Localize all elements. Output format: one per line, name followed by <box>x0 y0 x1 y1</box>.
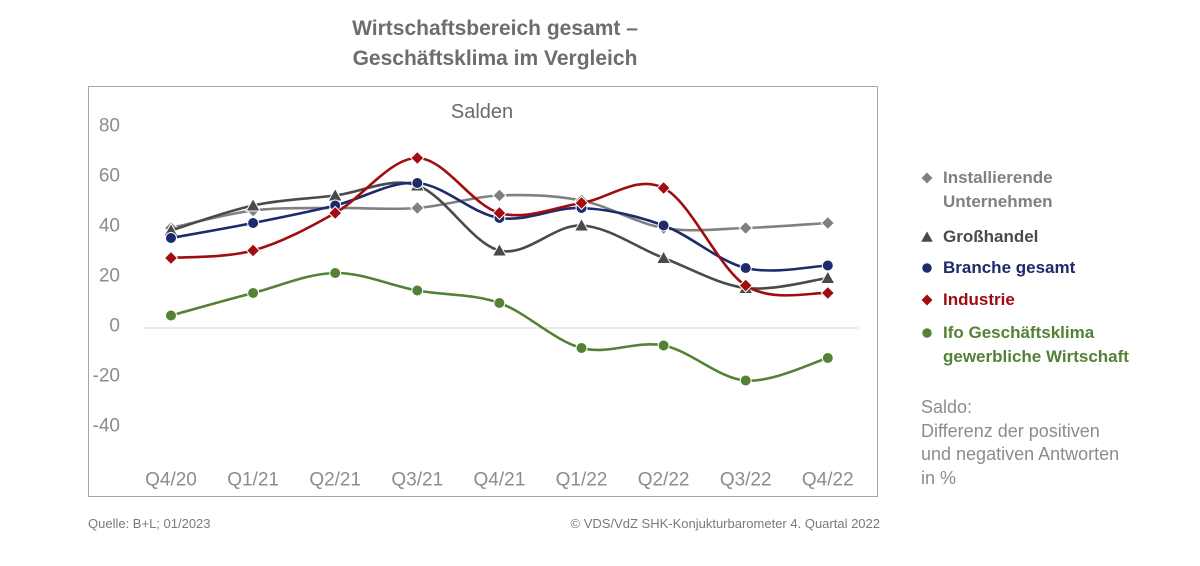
branche-gesamt-point <box>739 262 752 274</box>
x-tick-label: Q4/20 <box>145 470 197 491</box>
industrie-point <box>574 195 589 211</box>
ifo-geschaeftsklima-gewerbliche-wirtschaft-series <box>165 267 834 387</box>
saldo-note-line: und negativen Antworten <box>921 444 1120 464</box>
branche-gesamt-point <box>165 232 177 244</box>
saldo-note: Saldo: Differenz der positiven und negat… <box>921 396 1119 490</box>
ifo-geschaeftsklima-gewerbliche-wirtschaft-point <box>247 287 260 299</box>
x-tick-label: Q2/22 <box>638 470 690 491</box>
industrie-line <box>169 156 830 297</box>
legend-label: Branche gesamt <box>943 258 1076 277</box>
ifo-geschaeftsklima-gewerbliche-wirtschaft-line <box>169 271 830 382</box>
x-tick-label: Q4/22 <box>802 470 854 491</box>
saldo-note-line: Saldo: <box>921 397 973 417</box>
installierende-unternehmen-point <box>820 215 836 231</box>
copyright-note: © VDS/VdZ SHK-Konjukturbarometer 4. Quar… <box>570 516 880 531</box>
legend-label: Industrie <box>943 290 1015 309</box>
legend-item-ifo-geschaeftsklima: Ifo Geschäftsklima gewerbliche Wirtschaf… <box>920 321 1160 369</box>
y-tick-label: 40 <box>99 216 120 237</box>
branche-gesamt-point <box>411 177 424 189</box>
industrie-point <box>738 278 753 293</box>
legend-item-industrie: Industrie <box>920 288 1160 312</box>
x-tick-label: Q3/21 <box>391 470 443 491</box>
x-tick-label: Q2/21 <box>309 470 361 491</box>
industrie-point <box>245 243 261 258</box>
grosshandel-point <box>655 249 672 264</box>
grosshandel-legend-marker-icon <box>920 230 934 243</box>
installierende-unternehmen-point <box>410 200 425 216</box>
installierende-unternehmen-point <box>492 188 507 203</box>
grosshandel-point <box>245 197 261 212</box>
ifo-geschaeftsklima-gewerbliche-wirtschaft-point <box>329 267 342 279</box>
y-tick-label: 80 <box>99 116 120 137</box>
grosshandel-point <box>819 269 836 284</box>
legend: Installierende Unternehmen Großhandel Br… <box>920 0 1180 390</box>
line-chart: Salden 80 60 40 20 0 -20 -40 Q4/20 Q1/21 Q2/21 Q3/… <box>93 101 858 491</box>
branche-gesamt-point <box>821 259 834 272</box>
installierende-unternehmen-point <box>738 220 753 236</box>
installierende-unternehmen-legend-marker-icon <box>920 171 934 185</box>
ifo-geschaeftsklima-gewerbliche-wirtschaft-point <box>165 309 177 322</box>
chart-subtitle: Salden <box>451 101 513 123</box>
industrie-point <box>492 205 507 221</box>
branche-gesamt-legend-marker-icon <box>921 262 933 274</box>
triangle-marker-icon <box>920 230 934 243</box>
branche-gesamt-point <box>247 217 260 229</box>
legend-label: Großhandel <box>943 227 1039 246</box>
ifo-geschaeftsklima-gewerbliche-wirtschaft-point <box>411 284 424 297</box>
industrie-point <box>820 285 836 301</box>
ifo-geschaeftsklima-gewerbliche-wirtschaft-point <box>821 352 834 364</box>
y-tick-label: -40 <box>93 416 120 437</box>
source-note: Quelle: B+L; 01/2023 <box>88 516 211 531</box>
circle-marker-icon <box>921 327 933 339</box>
y-tick-label: 0 <box>109 316 120 337</box>
grosshandel-point <box>573 217 590 232</box>
legend-item-branche-gesamt: Branche gesamt <box>920 256 1160 280</box>
industrie-point <box>327 205 343 221</box>
diamond-marker-icon <box>920 171 934 185</box>
grosshandel-point <box>491 242 508 257</box>
x-tick-label: Q1/21 <box>227 470 279 491</box>
chart-title: Wirtschaftsbereich gesamt – Geschäftskli… <box>352 17 638 70</box>
y-tick-label: 20 <box>99 266 120 287</box>
x-tick-label: Q4/21 <box>474 470 526 491</box>
legend-label: Installierende Unternehmen <box>943 168 1053 211</box>
x-tick-label: Q3/22 <box>720 470 772 491</box>
ifo-geschaeftsklima-gewerbliche-wirtschaft-point <box>739 374 752 387</box>
legend-item-grosshandel: Großhandel <box>920 225 1160 249</box>
branche-gesamt-point <box>657 219 670 232</box>
legend-label: Ifo Geschäftsklima gewerbliche Wirtschaf… <box>943 323 1129 366</box>
ifo-geschaeftsklima-gewerbliche-wirtschaft-point <box>657 339 670 352</box>
industrie-legend-marker-icon <box>920 293 934 307</box>
ifo-geschaeftsklima-gewerbliche-wirtschaft-legend-marker-icon <box>921 327 933 339</box>
industrie-series <box>163 150 836 301</box>
industrie-point <box>163 250 179 266</box>
saldo-note-line: Differenz der positiven <box>921 420 1100 441</box>
x-tick-label: Q1/22 <box>556 470 608 491</box>
industrie-point <box>410 150 425 166</box>
circle-marker-icon <box>921 262 933 274</box>
y-tick-label: 60 <box>99 166 120 187</box>
y-tick-label: -20 <box>93 366 120 387</box>
diamond-marker-icon <box>920 293 934 307</box>
saldo-note-line: in % <box>921 467 957 488</box>
legend-item-installierende-unternehmen: Installierende Unternehmen <box>920 166 1160 214</box>
industrie-point <box>656 180 671 196</box>
chart-frame: Salden 80 60 40 20 0 -20 -40 Q4/20 Q1/21 Q2/21 Q3/… <box>88 86 878 497</box>
ifo-geschaeftsklima-gewerbliche-wirtschaft-point <box>493 297 506 309</box>
ifo-geschaeftsklima-gewerbliche-wirtschaft-point <box>575 342 588 354</box>
